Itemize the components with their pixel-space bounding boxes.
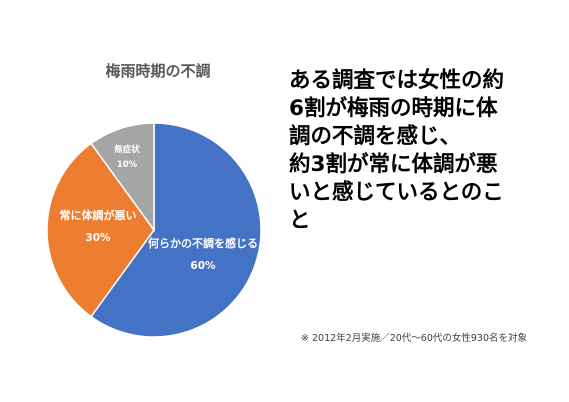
slice-label-2: 常に体調が悪い	[60, 208, 137, 222]
footnote: ※ 2012年2月実施／20代〜60代の女性930名を対象	[301, 333, 528, 344]
headline-line-1: ある調査では女性の約	[289, 68, 505, 93]
slice-value-2: 30%	[85, 232, 111, 244]
slice-value-1: 60%	[190, 260, 216, 272]
pie-slice-3	[90, 122, 155, 233]
pie-slice-1	[90, 122, 262, 338]
headline-line-2: 6割が梅雨の時期に体	[289, 96, 498, 121]
slice-label-1: 何らかの不調を感じる	[148, 236, 258, 250]
headline-line-5: いと感じているとのこ	[289, 180, 504, 205]
pie-slice-2	[46, 142, 155, 318]
headline-line-6: と	[289, 208, 311, 233]
chart-title: 梅雨時期の不調	[105, 62, 211, 80]
headline-text: ある調査では女性の約 6割が梅雨の時期に体 調の不調を感じ、 約3割が常に体調が…	[289, 67, 559, 235]
slice-label-3: 無症状	[114, 144, 140, 155]
headline-line-4: 約3割が常に体調が悪	[289, 152, 498, 177]
headline-line-3: 調の不調を感じ、	[289, 124, 462, 149]
slice-value-3: 10%	[117, 160, 138, 170]
